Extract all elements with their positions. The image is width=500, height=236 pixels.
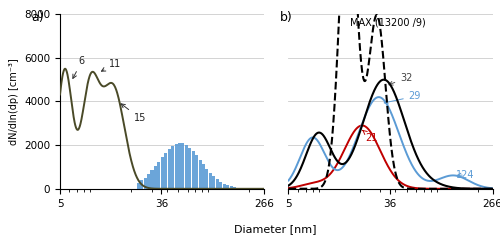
Bar xyxy=(230,186,232,189)
Y-axis label: dN/dln(dp) [cm⁻³]: dN/dln(dp) [cm⁻³] xyxy=(8,58,18,145)
Text: 11: 11 xyxy=(102,59,121,71)
Bar xyxy=(216,179,219,189)
Bar xyxy=(164,153,168,189)
Bar xyxy=(150,170,154,189)
Text: MAX (13200 /9): MAX (13200 /9) xyxy=(350,18,426,28)
Bar xyxy=(206,169,208,189)
Bar xyxy=(185,145,188,189)
Bar xyxy=(195,155,198,189)
Bar xyxy=(136,183,140,189)
Bar xyxy=(236,188,240,189)
Text: 15: 15 xyxy=(121,104,146,123)
Bar xyxy=(168,149,171,189)
Bar xyxy=(178,143,181,189)
Bar xyxy=(147,174,150,189)
Bar xyxy=(144,178,147,189)
Bar xyxy=(198,160,202,189)
Text: 29: 29 xyxy=(384,91,421,104)
Bar xyxy=(233,187,236,189)
Text: 124: 124 xyxy=(456,170,474,180)
Bar xyxy=(212,176,216,189)
Bar xyxy=(226,185,229,189)
Bar xyxy=(140,181,143,189)
Text: a): a) xyxy=(32,11,44,24)
Text: b): b) xyxy=(280,11,293,24)
Bar xyxy=(158,162,160,189)
Text: Diameter [nm]: Diameter [nm] xyxy=(234,224,316,234)
Bar xyxy=(192,151,195,189)
Bar xyxy=(219,182,222,189)
Bar xyxy=(209,173,212,189)
Text: 6: 6 xyxy=(73,56,85,78)
Bar xyxy=(154,166,157,189)
Bar xyxy=(161,157,164,189)
Bar xyxy=(202,164,205,189)
Text: 32: 32 xyxy=(389,73,412,85)
Bar xyxy=(171,146,174,189)
Bar xyxy=(182,143,184,189)
Bar xyxy=(222,184,226,189)
Text: 21: 21 xyxy=(363,130,378,143)
Bar xyxy=(174,144,178,189)
Bar xyxy=(188,148,192,189)
